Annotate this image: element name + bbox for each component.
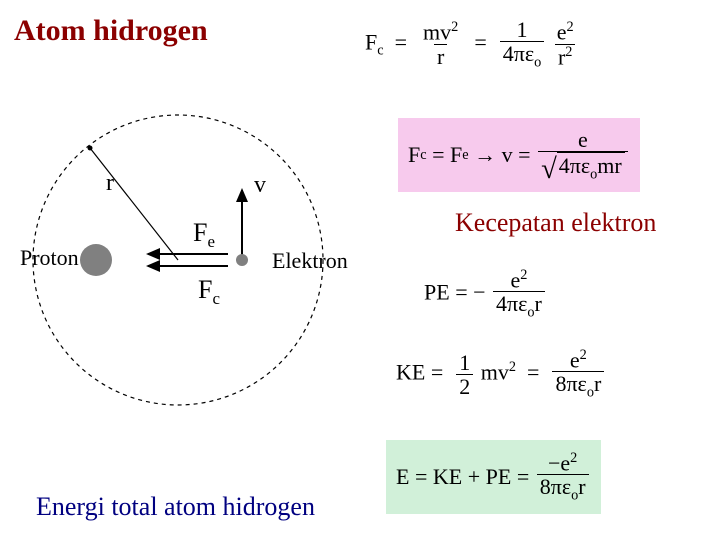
radius-line (90, 148, 178, 260)
formula-velocity-box: Fc = Fe → v = e √ 4πεomr (398, 118, 640, 192)
bottom-title: Energi total atom hidrogen (36, 492, 315, 522)
radius-endpoint-dot (88, 146, 93, 151)
formula-fc: Fc = mv2 r = 1 4πεo e2 r2 (365, 18, 579, 70)
label-fc: Fc (198, 275, 220, 309)
subtitle-kecepatan: Kecepatan elektron (455, 208, 656, 238)
electron-dot (236, 254, 248, 266)
proton-dot (80, 244, 112, 276)
label-elektron: Elektron (272, 248, 348, 274)
formula-total-energy-box: E = KE + PE = −e2 8πεor (386, 440, 601, 514)
formula-ke: KE = 1 2 mv2 = e2 8πεor (396, 348, 606, 401)
label-proton: Proton (20, 245, 79, 271)
page-title: Atom hidrogen (14, 14, 208, 48)
label-fe: Fe (193, 218, 215, 252)
label-r: r (106, 170, 114, 197)
formula-pe: PE = − e2 4πεor (424, 268, 547, 321)
label-v: v (254, 172, 266, 199)
